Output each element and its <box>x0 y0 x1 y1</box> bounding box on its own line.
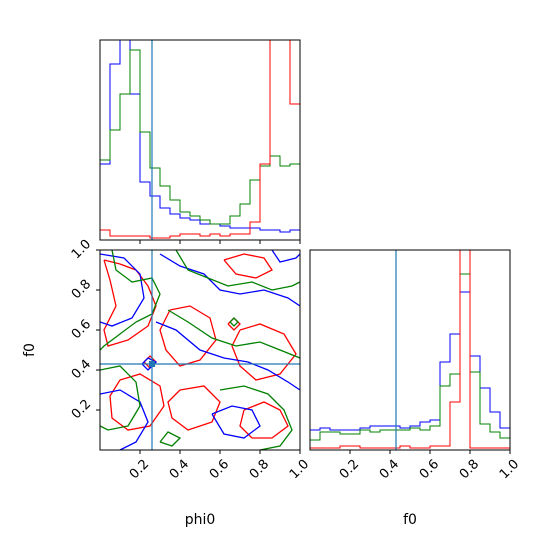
f0-histogram-frame <box>309 249 511 451</box>
phi0-histogram-blue-series <box>100 40 300 240</box>
contour-line-red <box>231 323 297 381</box>
x-axis-label-phi0: phi0 <box>185 512 216 528</box>
phi0-histogram-red-series <box>100 40 300 240</box>
f0-histogram-series-group <box>310 250 510 450</box>
phi0-histogram-panel <box>99 39 301 244</box>
contour-line-green <box>167 309 300 359</box>
phi0-histogram-series-group <box>100 40 300 240</box>
contour-line-green <box>100 250 161 351</box>
y-axis-label-f0: f0 <box>22 343 38 357</box>
contour-line-green <box>159 431 182 447</box>
contour-line-red <box>109 373 165 431</box>
contour-line-blue <box>155 321 300 391</box>
phi0-histogram-ticks <box>139 240 301 244</box>
contour-truth-point <box>149 361 155 367</box>
contour-line-red <box>167 385 221 431</box>
contour-panel-frame <box>99 249 301 451</box>
contour-line-green <box>100 365 141 431</box>
contour-line-blue <box>211 405 261 439</box>
f0-histogram-green-series <box>310 273 510 450</box>
contour-line-blue <box>100 253 145 327</box>
contour-line-red <box>239 401 289 439</box>
contour-line-blue <box>141 357 158 371</box>
contour-line-green <box>229 317 239 327</box>
x-axis-label-f0: f0 <box>403 512 417 528</box>
contour-line-blue <box>271 250 300 263</box>
contour-line-green <box>219 385 293 450</box>
contour-line-blue <box>159 253 300 307</box>
contour-truth-lines-group <box>100 250 300 450</box>
f0-histogram-red-series <box>310 250 510 450</box>
phi0-histogram-frame <box>99 39 301 241</box>
contour-line-red <box>223 253 273 279</box>
contour-line-blue <box>100 389 149 450</box>
contour-lines-group <box>100 250 300 450</box>
contour-line-red <box>159 305 217 367</box>
contour-line-green <box>175 250 300 291</box>
contour-line-red <box>103 259 157 347</box>
